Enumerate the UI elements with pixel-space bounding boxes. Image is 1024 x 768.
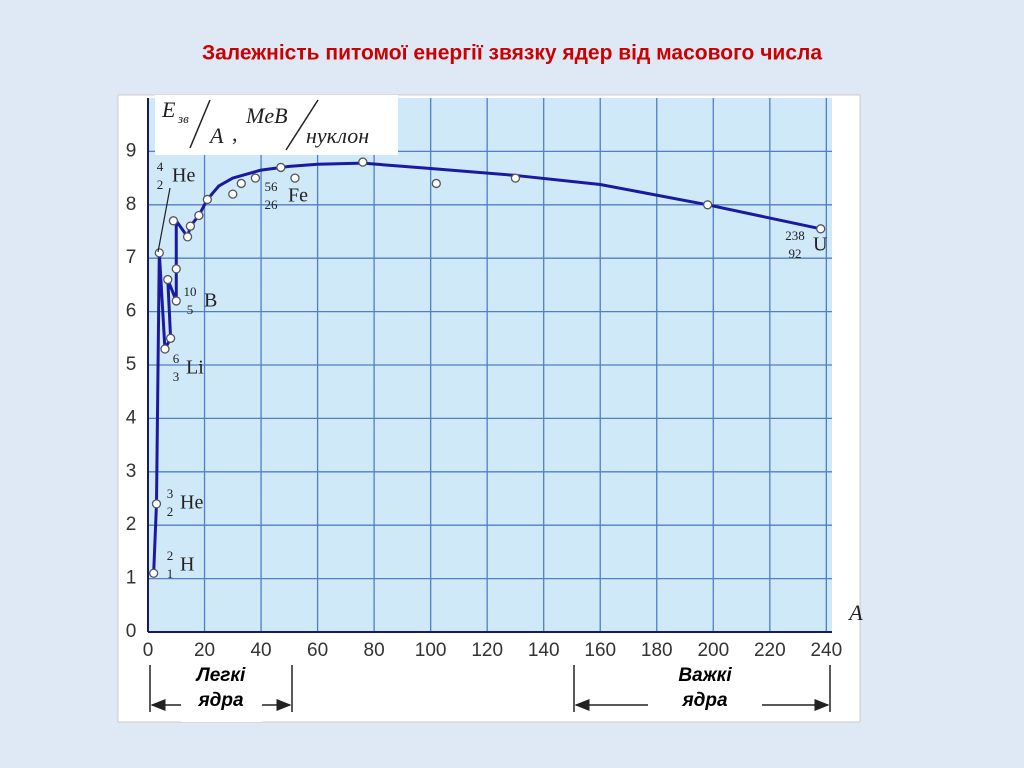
y-axis-label: E зв A , MeB нуклон (155, 95, 398, 155)
x-tick-label: 0 (143, 640, 154, 661)
y-label-a: A (208, 123, 224, 148)
x-tick-label: 180 (641, 640, 673, 661)
isotope-symbol: H (180, 554, 194, 576)
data-point (202, 194, 213, 205)
range-text: Легкі (195, 665, 246, 686)
data-point (290, 173, 300, 183)
y-label-unit: MeB (245, 103, 288, 128)
data-point (816, 224, 826, 234)
data-point (149, 568, 159, 578)
y-label-per: нуклон (306, 123, 369, 148)
data-point (160, 344, 170, 354)
x-tick-label: 160 (584, 640, 616, 661)
isotope-symbol: U (813, 234, 828, 256)
isotope-charge: 1 (167, 566, 174, 581)
y-tick-label: 0 (126, 621, 137, 642)
data-point (431, 178, 441, 189)
isotope-symbol: He (180, 492, 203, 514)
data-point (185, 221, 196, 231)
y-label-comma: , (232, 121, 238, 146)
x-tick-label: 200 (697, 640, 729, 661)
y-label-e: E (161, 97, 176, 122)
data-point (151, 499, 162, 509)
isotope-symbol: Li (186, 357, 204, 379)
fraction-slash (189, 99, 211, 149)
isotope-mass: 4 (157, 159, 164, 174)
x-tick-label: 100 (415, 640, 447, 661)
isotope-symbol: He (172, 165, 195, 187)
isotope-mass: 10 (184, 284, 197, 299)
isotope-charge: 2 (167, 504, 174, 519)
x-tick-label: 240 (810, 640, 842, 661)
data-point (165, 333, 176, 343)
data-point (228, 189, 238, 199)
isotope-mass: 2 (167, 548, 174, 563)
data-point (702, 200, 713, 210)
y-tick-label: 6 (126, 301, 137, 322)
x-tick-label: 40 (250, 640, 271, 661)
slide-title: Залежність питомої енергії звязку ядер в… (202, 42, 822, 65)
data-point (358, 157, 368, 167)
data-point (194, 210, 204, 221)
range-light: Легкі ядра (149, 660, 293, 722)
y-tick-label: 4 (126, 407, 137, 428)
x-axis-label: A (847, 600, 863, 625)
y-tick-label: 5 (126, 354, 137, 375)
isotope-charge: 26 (265, 197, 279, 212)
isotope-symbol: Fe (288, 185, 308, 207)
grid (147, 98, 832, 633)
range-heavy: Важкі ядра (573, 660, 831, 718)
annotations: 2 1 H 3 2 He 4 2 He 10 5 B 6 3 Li 56 26 Fe 238 92 U (157, 159, 828, 581)
data-point (276, 162, 286, 173)
pointer-line (157, 187, 171, 253)
x-tick-label: 220 (754, 640, 786, 661)
y-tick-label: 3 (126, 461, 137, 482)
range-text: Важкі (678, 665, 732, 686)
data-point (171, 296, 181, 306)
fraction-slash (285, 99, 319, 151)
y-label-sub: зв (177, 111, 189, 126)
y-tick-label: 9 (126, 140, 137, 161)
isotope-mass: 56 (265, 179, 279, 194)
data-point (510, 173, 521, 183)
isotope-charge: 5 (187, 302, 194, 317)
isotope-symbol: B (204, 290, 217, 312)
isotope-charge: 92 (789, 246, 802, 261)
range-box (648, 660, 762, 718)
isotope-charge: 3 (173, 369, 180, 384)
label-box (155, 95, 398, 155)
x-tick-label: 20 (194, 640, 215, 661)
isotope-mass: 6 (173, 351, 180, 366)
x-tick-label: 140 (528, 640, 560, 661)
data-point (171, 264, 181, 274)
data-point (250, 173, 261, 183)
range-text: ядра (681, 690, 728, 711)
marks (149, 157, 826, 578)
data-point (163, 274, 173, 285)
y-tick-label: 1 (126, 568, 137, 589)
y-tick-label: 2 (126, 514, 137, 535)
y-tick-label: 7 (126, 247, 137, 268)
x-tick-label: 60 (307, 640, 328, 661)
data-point (236, 178, 246, 189)
y-tick-label: 8 (126, 194, 137, 215)
x-tick-label: 120 (471, 640, 503, 661)
x-tick-label: 80 (364, 640, 385, 661)
range-box (181, 660, 262, 722)
isotope-mass: 3 (167, 486, 174, 501)
range-text: ядра (197, 690, 244, 711)
data-point (154, 248, 164, 258)
data-point (168, 216, 179, 226)
data-point (182, 232, 193, 242)
isotope-mass: 238 (785, 228, 805, 243)
isotope-charge: 2 (157, 177, 164, 192)
